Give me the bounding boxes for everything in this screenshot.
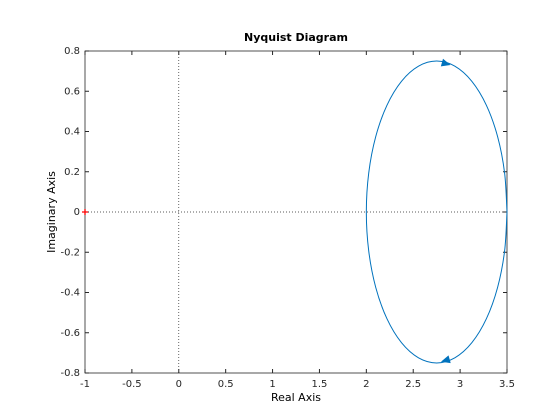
y-tick-label: 0: [74, 207, 80, 218]
x-tick-label: 0.5: [218, 379, 234, 390]
y-tick-label: -0.6: [60, 328, 80, 339]
x-tick-label: 3: [457, 379, 463, 390]
chart-title: Nyquist Diagram: [244, 31, 348, 44]
x-tick-label: 1.5: [311, 379, 327, 390]
critical-point: [82, 209, 88, 215]
x-tick-label: 1: [269, 379, 275, 390]
y-tick-label: -0.4: [60, 288, 80, 299]
y-axis-label: Imaginary Axis: [45, 171, 58, 253]
y-tick-label: 0.6: [64, 86, 80, 97]
x-tick-label: 0: [176, 379, 182, 390]
x-tick-label: -0.5: [122, 379, 142, 390]
y-tick-label: 0.4: [64, 127, 80, 138]
y-tick-label: -0.2: [60, 247, 80, 258]
nyquist-curve: [365, 60, 508, 364]
y-tick-label: -0.8: [60, 368, 80, 379]
y-tick-label: 0.8: [64, 46, 80, 57]
direction-arrow: [440, 355, 451, 364]
x-tick-label: 2.5: [405, 379, 421, 390]
x-tick-label: 3.5: [499, 379, 515, 390]
x-tick-label: -1: [80, 379, 90, 390]
x-tick-label: 2: [363, 379, 369, 390]
x-axis-label: Real Axis: [271, 391, 321, 404]
y-tick-label: 0.2: [64, 167, 80, 178]
direction-arrow: [440, 58, 451, 67]
